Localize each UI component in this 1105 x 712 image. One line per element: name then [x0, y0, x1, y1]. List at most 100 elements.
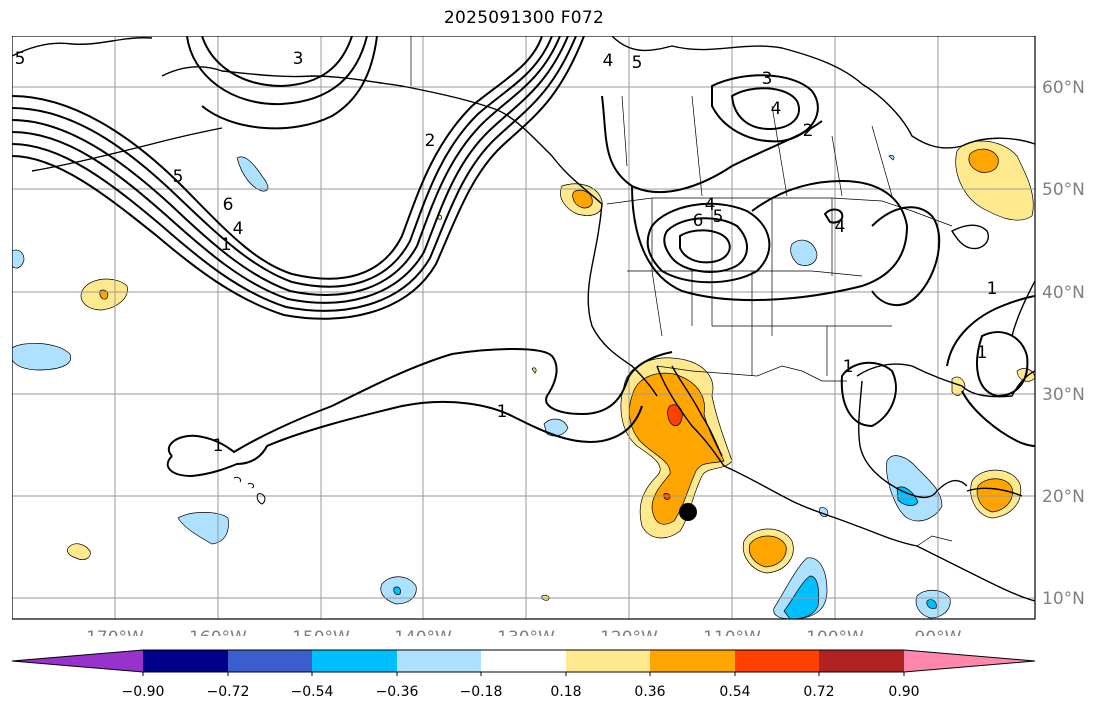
- contour-label: 1: [987, 279, 998, 299]
- west-coast-us: [587, 203, 658, 397]
- canada-arctic: [611, 36, 1035, 149]
- baja-peninsula: [656, 365, 725, 467]
- colorbar-tick-labels: −0.90 −0.72 −0.54 −0.36 −0.18 0.18 0.36 …: [122, 684, 920, 700]
- contour-1-pacific: [167, 348, 673, 457]
- colorbar-segment: [312, 650, 397, 672]
- lon-label: 110°W: [703, 628, 761, 636]
- lon-label: 130°W: [497, 628, 555, 636]
- colorbar-extend-min: [12, 650, 143, 672]
- ocean-background: [12, 36, 1035, 619]
- colorbar-tick-label: −0.18: [460, 684, 503, 700]
- colorbar-ticks: [142, 672, 905, 676]
- contour-jet-2: [12, 36, 553, 288]
- lon-label: 120°W: [600, 628, 658, 636]
- colorbar-segment: [566, 650, 650, 672]
- contour-label: 5: [632, 53, 643, 73]
- colorbar-segment: [397, 650, 481, 672]
- colorbar-segment: [143, 650, 228, 672]
- lon-label: 90°W: [915, 628, 962, 636]
- contour-canada-low-2: [730, 87, 800, 131]
- contour-label: 4: [771, 99, 782, 119]
- contour-label: 4: [705, 195, 716, 215]
- central-america: [916, 535, 953, 547]
- negative-anomaly-pac-6: [543, 418, 569, 437]
- contour-nw-us-low: [646, 202, 771, 284]
- contour-jet-6: [12, 36, 585, 320]
- contour-1-gulf: [840, 361, 897, 428]
- contour-labels: 3 5 4 5 3 4 2 6 5 4 6 5 4 2 1 1 1 1 1 4 …: [15, 49, 998, 456]
- lat-label: 60°N: [1042, 78, 1085, 98]
- lon-label: 160°W: [189, 628, 247, 636]
- negative-anomaly-epac-2-core: [926, 599, 937, 609]
- contour-label: 1: [221, 235, 232, 255]
- contour-label: 2: [425, 131, 436, 151]
- negative-anomaly-pac-3: [12, 249, 25, 269]
- colorbar-tick-label: 0.36: [634, 684, 665, 700]
- contour-1-east-3: [961, 390, 1035, 447]
- contour-label: 3: [762, 69, 773, 89]
- mexico-gulf-coast: [858, 380, 968, 499]
- lon-label: 100°W: [806, 628, 864, 636]
- contour-1-east: [946, 295, 1035, 367]
- contour-nw-us-low-3: [679, 229, 731, 264]
- storm-center-marker: [679, 503, 697, 521]
- map-title: 2025091300 F072: [443, 8, 605, 28]
- negative-anomaly-pac-2: [12, 342, 72, 371]
- lon-label: 170°W: [86, 628, 144, 636]
- positive-anomaly-hawaii-north-core: [99, 289, 109, 300]
- negative-anomaly-pac-4: [177, 512, 229, 545]
- negative-anomaly-pac-5-core: [393, 586, 401, 595]
- colorbar-segments: [12, 650, 1035, 672]
- lon-label: 150°W: [292, 628, 350, 636]
- lat-label: 10°N: [1042, 589, 1085, 609]
- colorbar-segment: [735, 650, 819, 672]
- positive-anomaly-small-5: [531, 367, 537, 374]
- hawaii-islands: [233, 476, 266, 505]
- negative-anomaly-nw-us: [790, 239, 818, 266]
- gulf-coast: [856, 363, 1035, 398]
- us-mexico-border: [656, 365, 847, 382]
- graticule: [12, 36, 1035, 619]
- contour-jet-1: [12, 36, 543, 280]
- positive-anomaly-baja-peak2: [663, 493, 671, 500]
- colorbar-tick-label: 0.54: [719, 684, 750, 700]
- contour-alaska-high: [201, 36, 353, 88]
- canada-provinces: [621, 95, 893, 197]
- negative-anomaly-mexico: [886, 455, 943, 522]
- lat-label: 20°N: [1042, 487, 1085, 507]
- contour-label: 1: [843, 357, 854, 377]
- contour-label: 5: [15, 49, 26, 69]
- contour-nw-us-low-2: [663, 217, 748, 273]
- contour-jet-3: [12, 36, 561, 296]
- contour-label: 4: [603, 51, 614, 71]
- contour-label: 1: [213, 436, 224, 456]
- colorbar: −0.90 −0.72 −0.54 −0.36 −0.18 0.18 0.36 …: [11, 649, 1036, 700]
- contour-label: 4: [835, 217, 846, 237]
- contour-label: 6: [693, 211, 704, 231]
- contour-label: 6: [223, 195, 234, 215]
- negative-anomaly-pac-1: [236, 156, 269, 192]
- contour-alaska-high-2: [186, 36, 368, 106]
- contour-1-pacific-2: [166, 400, 643, 478]
- coastlines: [12, 36, 1035, 602]
- contour-ne-us: [871, 206, 941, 306]
- colorbar-tick-label: −0.72: [207, 684, 250, 700]
- positive-anomaly-baja-core: [629, 372, 725, 525]
- positive-anomaly-small-1: [67, 543, 91, 560]
- gulf-of-california: [671, 365, 723, 457]
- contour-jet-5: [12, 36, 577, 312]
- alaska-coast: [12, 37, 603, 205]
- contour-great-plains: [631, 179, 909, 302]
- colorbar-tick-label: 0.72: [803, 684, 834, 700]
- latitude-labels: 60°N 50°N 40°N 30°N 20°N 10°N: [1042, 78, 1085, 609]
- contour-canada-low: [711, 74, 819, 143]
- height-contours: [12, 36, 1035, 478]
- colorbar-segment: [819, 650, 904, 672]
- contour-alaska-high-3: [201, 36, 378, 130]
- negative-anomaly-small-b: [888, 155, 895, 161]
- lat-label: 50°N: [1042, 180, 1085, 200]
- contour-label: 5: [713, 207, 724, 227]
- cuba: [966, 487, 1023, 497]
- lat-label: 40°N: [1042, 283, 1085, 303]
- great-lakes: [950, 224, 989, 250]
